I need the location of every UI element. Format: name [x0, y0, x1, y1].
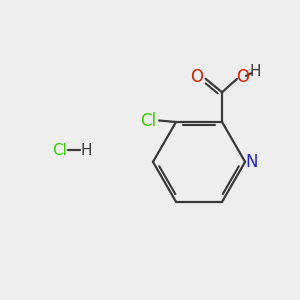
- Text: O: O: [190, 68, 203, 86]
- Text: Cl: Cl: [52, 142, 67, 158]
- Text: H: H: [250, 64, 261, 79]
- Text: Cl: Cl: [141, 112, 157, 130]
- Text: H: H: [80, 142, 92, 158]
- Text: O: O: [236, 68, 249, 86]
- Text: N: N: [245, 153, 258, 171]
